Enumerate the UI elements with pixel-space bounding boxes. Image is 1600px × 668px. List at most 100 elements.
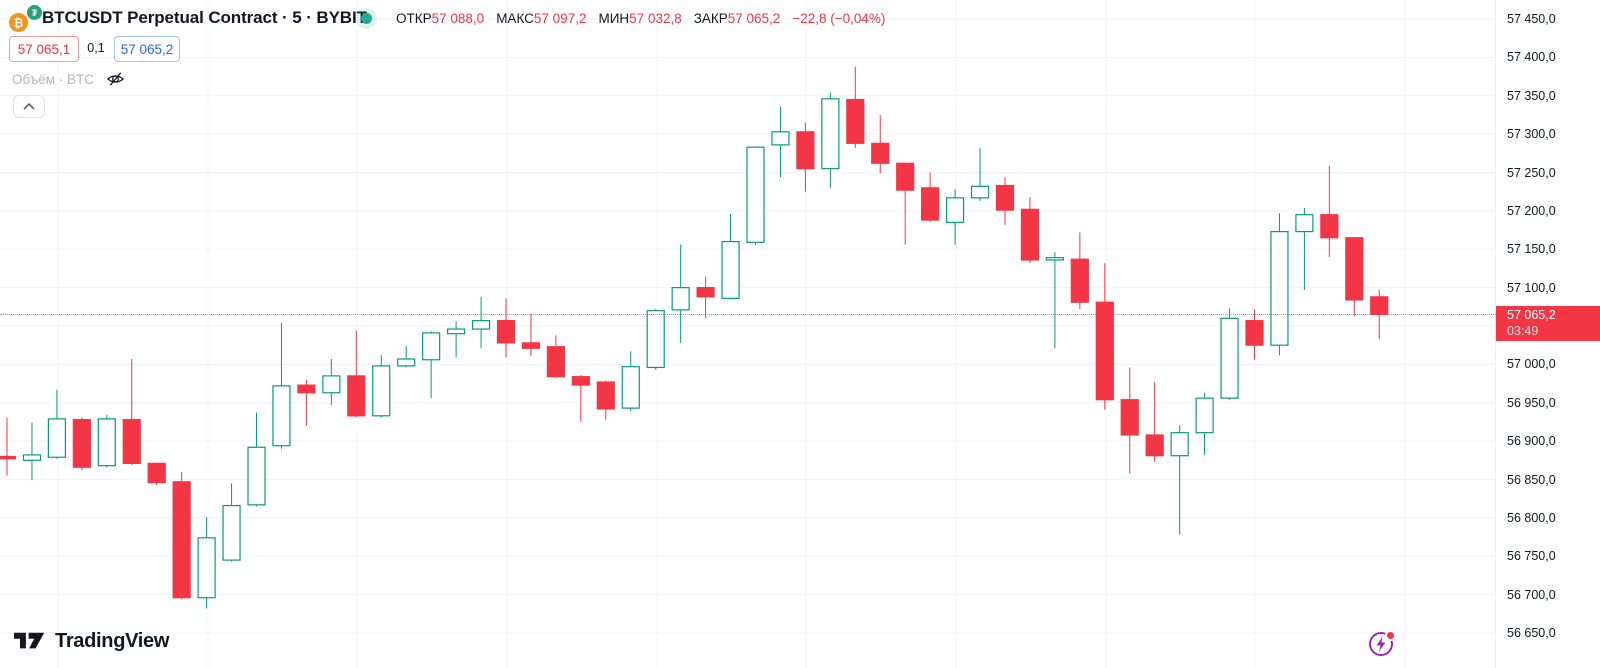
price-axis-label: 57 250,0 <box>1507 165 1556 180</box>
candle-body <box>1270 230 1289 346</box>
high-label: МАКС <box>496 11 534 26</box>
candle-body <box>1095 301 1114 401</box>
price-axis-label: 56 850,0 <box>1507 472 1556 487</box>
candle-body <box>746 146 765 243</box>
symbol-logo: ₮ ₿ <box>8 4 42 34</box>
candle-body <box>1195 397 1214 434</box>
candle-body <box>546 346 566 378</box>
candle-body <box>571 376 590 386</box>
price-axis-label: 57 200,0 <box>1507 203 1556 218</box>
bitcoin-icon: ₿ <box>9 13 28 32</box>
volume-indicator-label[interactable]: Объём · BTC <box>12 71 95 87</box>
candle-body <box>995 184 1015 211</box>
chart-canvas[interactable] <box>0 0 1496 668</box>
open-value: 57 088,0 <box>431 11 485 26</box>
price-axis-label: 57 150,0 <box>1507 242 1556 257</box>
candle-body <box>422 332 441 361</box>
candle-body <box>22 454 42 461</box>
candle-body <box>970 185 990 199</box>
price-axis[interactable]: 57 450,0 57 400,0 57 350,0 57 300,0 57 250,0… <box>1495 0 1600 668</box>
change-value: −22,8 (−0,04%) <box>792 11 886 26</box>
market-status-dot[interactable] <box>361 13 372 24</box>
candle-body <box>247 446 266 506</box>
candle-body <box>696 287 715 298</box>
candle-body <box>771 131 790 146</box>
candlestick-chart[interactable] <box>0 0 1496 668</box>
candle-body <box>1345 237 1364 301</box>
candle-body <box>272 385 291 447</box>
chevron-up-icon <box>23 102 35 110</box>
high-value: 57 097,2 <box>533 11 587 26</box>
candle-body <box>122 419 141 464</box>
tradingview-logo-text: TradingView <box>55 629 170 652</box>
last-price-line <box>0 314 1496 316</box>
candle-body <box>471 320 491 330</box>
notification-dot <box>1387 632 1394 639</box>
candle-body <box>721 240 740 299</box>
candle-body <box>1020 208 1040 261</box>
spread-value: 0,1 <box>87 41 105 55</box>
candle-body <box>347 375 366 417</box>
candle-body <box>671 287 690 311</box>
candle-body <box>1045 257 1065 261</box>
price-axis-label: 56 800,0 <box>1507 510 1556 525</box>
open-label: ОТКР <box>396 11 432 26</box>
boost-button[interactable] <box>1366 627 1398 659</box>
candle-body <box>1120 399 1139 436</box>
price-axis-label: 57 450,0 <box>1507 12 1556 26</box>
candle-body <box>222 504 241 561</box>
candle-body <box>621 366 640 409</box>
candle-body <box>72 419 91 468</box>
low-value: 57 032,8 <box>629 11 682 26</box>
price-axis-label: 57 100,0 <box>1507 280 1556 295</box>
candle-body <box>1245 320 1264 346</box>
price-axis-label: 56 750,0 <box>1507 549 1556 564</box>
candle-body <box>1145 434 1164 457</box>
last-price-label: 57 065,2 03:49 <box>1496 306 1600 342</box>
price-axis-label: 57 300,0 <box>1507 127 1556 142</box>
price-axis-label: 57 000,0 <box>1507 357 1556 372</box>
sell-button[interactable]: 57 065,1 <box>9 36 79 62</box>
ohlc-values: ОТКР57 088,0 МАКС57 097,2 МИН57 032,8 ЗА… <box>396 11 885 26</box>
candle-body <box>646 310 665 369</box>
tradingview-logo-mark <box>14 632 45 649</box>
candle-body <box>297 384 316 394</box>
candle-body <box>172 481 191 599</box>
eye-off-icon[interactable] <box>104 70 126 88</box>
candle-body <box>372 365 391 417</box>
candle-body <box>1320 214 1339 239</box>
flash-icon <box>1369 630 1396 656</box>
candle-body <box>47 418 67 458</box>
candle-body <box>0 455 17 460</box>
low-label: МИН <box>598 11 630 26</box>
tradingview-logo[interactable]: TradingView <box>14 629 169 653</box>
symbol-title[interactable]: BTCUSDT Perpetual Contract · 5 · BYBIT <box>42 8 367 27</box>
candle-body <box>596 381 615 410</box>
candle-body <box>97 418 116 467</box>
candle-body <box>447 328 466 335</box>
candle-body <box>921 187 940 221</box>
candle-body <box>1170 432 1189 457</box>
price-axis-label: 56 650,0 <box>1507 626 1556 640</box>
tether-icon: ₮ <box>27 5 42 20</box>
price-axis-label: 56 950,0 <box>1507 395 1556 410</box>
collapse-pane-button[interactable] <box>13 95 45 118</box>
buy-button[interactable]: 57 065,2 <box>114 36 180 62</box>
candle-body <box>397 358 416 367</box>
candle-body <box>1220 317 1239 399</box>
candle-body <box>1070 258 1089 303</box>
last-price-value: 57 065,2 <box>1507 308 1556 323</box>
price-axis-label: 57 350,0 <box>1507 88 1556 103</box>
candle-body <box>945 197 965 223</box>
price-axis-label: 56 700,0 <box>1507 587 1556 602</box>
candle-body <box>521 342 541 349</box>
candle-body <box>197 537 216 599</box>
volume-indicator-row: Объём · BTC <box>12 70 126 88</box>
close-value: 57 065,2 <box>727 11 781 26</box>
bar-countdown: 03:49 <box>1507 324 1539 339</box>
price-axis-label: 56 900,0 <box>1507 434 1556 449</box>
close-label: ЗАКР <box>693 11 728 26</box>
candle-body <box>796 131 815 170</box>
candle-body <box>821 98 840 170</box>
